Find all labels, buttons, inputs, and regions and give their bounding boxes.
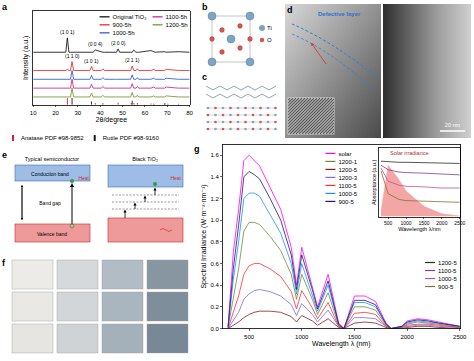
svg-text:1000-5: 1000-5 (338, 191, 357, 197)
svg-text:1200-5: 1200-5 (438, 260, 457, 266)
svg-text:Heat: Heat (78, 175, 89, 181)
svg-text:c: c (202, 72, 207, 82)
svg-text:0.6: 0.6 (210, 261, 219, 267)
svg-text:Black TiO₂: Black TiO₂ (132, 156, 158, 162)
svg-text:2500: 2500 (453, 334, 467, 340)
svg-text:b: b (202, 2, 208, 12)
svg-text:0.4: 0.4 (210, 282, 219, 288)
svg-text:Heat: Heat (170, 175, 181, 181)
svg-text:(2 1 1): (2 1 1) (125, 57, 140, 63)
svg-text:20: 20 (52, 110, 59, 116)
svg-text:Spectral Irradiance (W·m⁻²·nm⁻: Spectral Irradiance (W·m⁻²·nm⁻¹) (200, 184, 208, 288)
svg-text:g: g (194, 144, 200, 154)
svg-text:Solar irradiance: Solar irradiance (390, 150, 429, 156)
svg-text:500: 500 (384, 220, 393, 226)
svg-text:1.0: 1.0 (210, 217, 219, 223)
svg-text:60: 60 (142, 110, 149, 116)
svg-text:1200-1: 1200-1 (338, 159, 357, 165)
svg-text:1000-5h: 1000-5h (113, 30, 135, 36)
svg-text:(1 1 0): (1 1 0) (65, 53, 80, 59)
svg-text:2000: 2000 (400, 334, 414, 340)
svg-text:Valence band: Valence band (37, 231, 67, 237)
svg-text:900-5: 900-5 (438, 284, 454, 290)
svg-text:0.8: 0.8 (210, 239, 219, 245)
svg-text:O: O (267, 37, 272, 43)
svg-text:10: 10 (30, 110, 37, 116)
svg-text:Absorptance (a.u.): Absorptance (a.u.) (371, 160, 377, 205)
svg-text:Typical semiconductor: Typical semiconductor (25, 156, 80, 162)
svg-text:Ti: Ti (267, 25, 272, 31)
svg-text:Original TiO₂: Original TiO₂ (113, 14, 148, 20)
svg-text:2000: 2000 (436, 220, 447, 226)
svg-text:(2 0 0): (2 0 0) (111, 40, 126, 46)
svg-text:500: 500 (244, 334, 255, 340)
svg-text:0.0: 0.0 (210, 326, 219, 332)
svg-text:a: a (2, 2, 8, 12)
svg-text:2500: 2500 (454, 220, 465, 226)
svg-text:1.6: 1.6 (210, 152, 219, 158)
svg-text:Rutile PDF #98-9160: Rutile PDF #98-9160 (103, 135, 160, 141)
svg-text:e: e (2, 150, 7, 160)
svg-text:900-5h: 900-5h (113, 22, 132, 28)
svg-text:Wavelength λ/nm: Wavelength λ/nm (398, 226, 441, 232)
svg-text:Wavelength λ (nm): Wavelength λ (nm) (312, 340, 370, 348)
svg-text:1000-5: 1000-5 (438, 276, 457, 282)
svg-text:1200-5h: 1200-5h (166, 22, 188, 28)
svg-text:70: 70 (164, 110, 171, 116)
svg-text:20 nm: 20 nm (445, 122, 461, 128)
svg-text:1500: 1500 (418, 220, 429, 226)
svg-text:solar: solar (338, 151, 351, 157)
svg-text:1200-3: 1200-3 (338, 175, 357, 181)
svg-text:2θ/degree: 2θ/degree (96, 116, 128, 124)
svg-text:d: d (287, 5, 293, 15)
svg-text:1100-5: 1100-5 (438, 268, 457, 274)
svg-text:(1 0 1): (1 0 1) (60, 29, 75, 35)
svg-text:40: 40 (97, 110, 104, 116)
svg-text:(0 0 4): (0 0 4) (88, 41, 103, 47)
svg-text:1.2: 1.2 (210, 196, 219, 202)
svg-text:80: 80 (186, 110, 193, 116)
svg-text:Band gap: Band gap (39, 200, 61, 206)
svg-text:1100-5h: 1100-5h (166, 14, 188, 20)
svg-text:50: 50 (119, 110, 126, 116)
svg-text:Conduction band: Conduction band (31, 171, 69, 177)
svg-text:(1 0 1): (1 0 1) (84, 58, 99, 64)
svg-text:1.4: 1.4 (210, 174, 219, 180)
svg-text:1000: 1000 (295, 334, 309, 340)
svg-text:f: f (2, 258, 6, 268)
svg-text:0.2: 0.2 (210, 304, 219, 310)
svg-text:900-5: 900-5 (338, 199, 354, 205)
svg-text:1200-5: 1200-5 (338, 167, 357, 173)
svg-text:Defective layer: Defective layer (318, 11, 361, 17)
svg-text:Anatase PDF #98-9852: Anatase PDF #98-9852 (21, 135, 84, 141)
svg-text:1000: 1000 (400, 220, 411, 226)
svg-text:1100-5: 1100-5 (338, 183, 357, 189)
svg-text:1500: 1500 (348, 334, 362, 340)
svg-text:30: 30 (75, 110, 82, 116)
svg-text:Intensity (a.u.): Intensity (a.u.) (22, 36, 30, 80)
